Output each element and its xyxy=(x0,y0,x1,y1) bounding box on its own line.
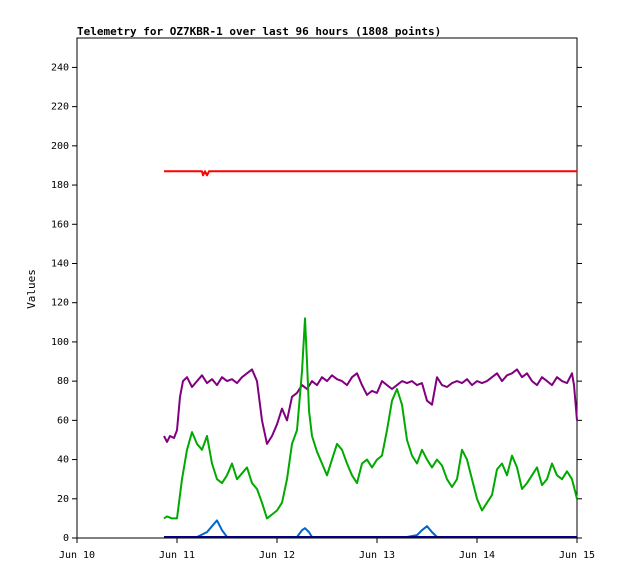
series-line-3 xyxy=(164,519,577,538)
x-tick-label: Jun 13 xyxy=(359,550,395,561)
x-tick-label: Jun 15 xyxy=(559,550,595,561)
y-tick-label: 100 xyxy=(51,337,69,348)
series-line-2 xyxy=(163,317,578,520)
chart-title: Telemetry for OZ7KBR-1 over last 96 hour… xyxy=(77,25,441,38)
y-tick-label: 60 xyxy=(57,415,69,426)
x-tick-label: Jun 14 xyxy=(459,550,495,561)
series-line-1 xyxy=(163,368,578,445)
x-tick-label: Jun 10 xyxy=(59,550,95,561)
y-tick-label: 200 xyxy=(51,141,69,152)
y-tick-label: 180 xyxy=(51,180,69,191)
y-tick-label: 140 xyxy=(51,258,69,269)
y-tick-label: 120 xyxy=(51,298,69,309)
x-tick-label: Jun 12 xyxy=(259,550,295,561)
y-axis-label: Values xyxy=(25,269,38,309)
series-line-0 xyxy=(164,170,577,177)
x-tick-label: Jun 11 xyxy=(159,550,195,561)
y-tick-label: 240 xyxy=(51,62,69,73)
series-lines xyxy=(163,170,578,538)
y-tick-label: 160 xyxy=(51,219,69,230)
x-axis: Jun 10 Jun 11 Jun 12 Jun 13 Jun 14 Jun 15 xyxy=(59,538,595,561)
y-tick-label: 40 xyxy=(57,455,69,466)
y-tick-label: 20 xyxy=(57,494,69,505)
y-axis: 0 20 40 60 80 100 120 140 160 180 200 220 240 xyxy=(51,62,582,544)
y-tick-label: 0 xyxy=(63,533,69,544)
y-tick-label: 220 xyxy=(51,102,69,113)
y-tick-label: 80 xyxy=(57,376,69,387)
